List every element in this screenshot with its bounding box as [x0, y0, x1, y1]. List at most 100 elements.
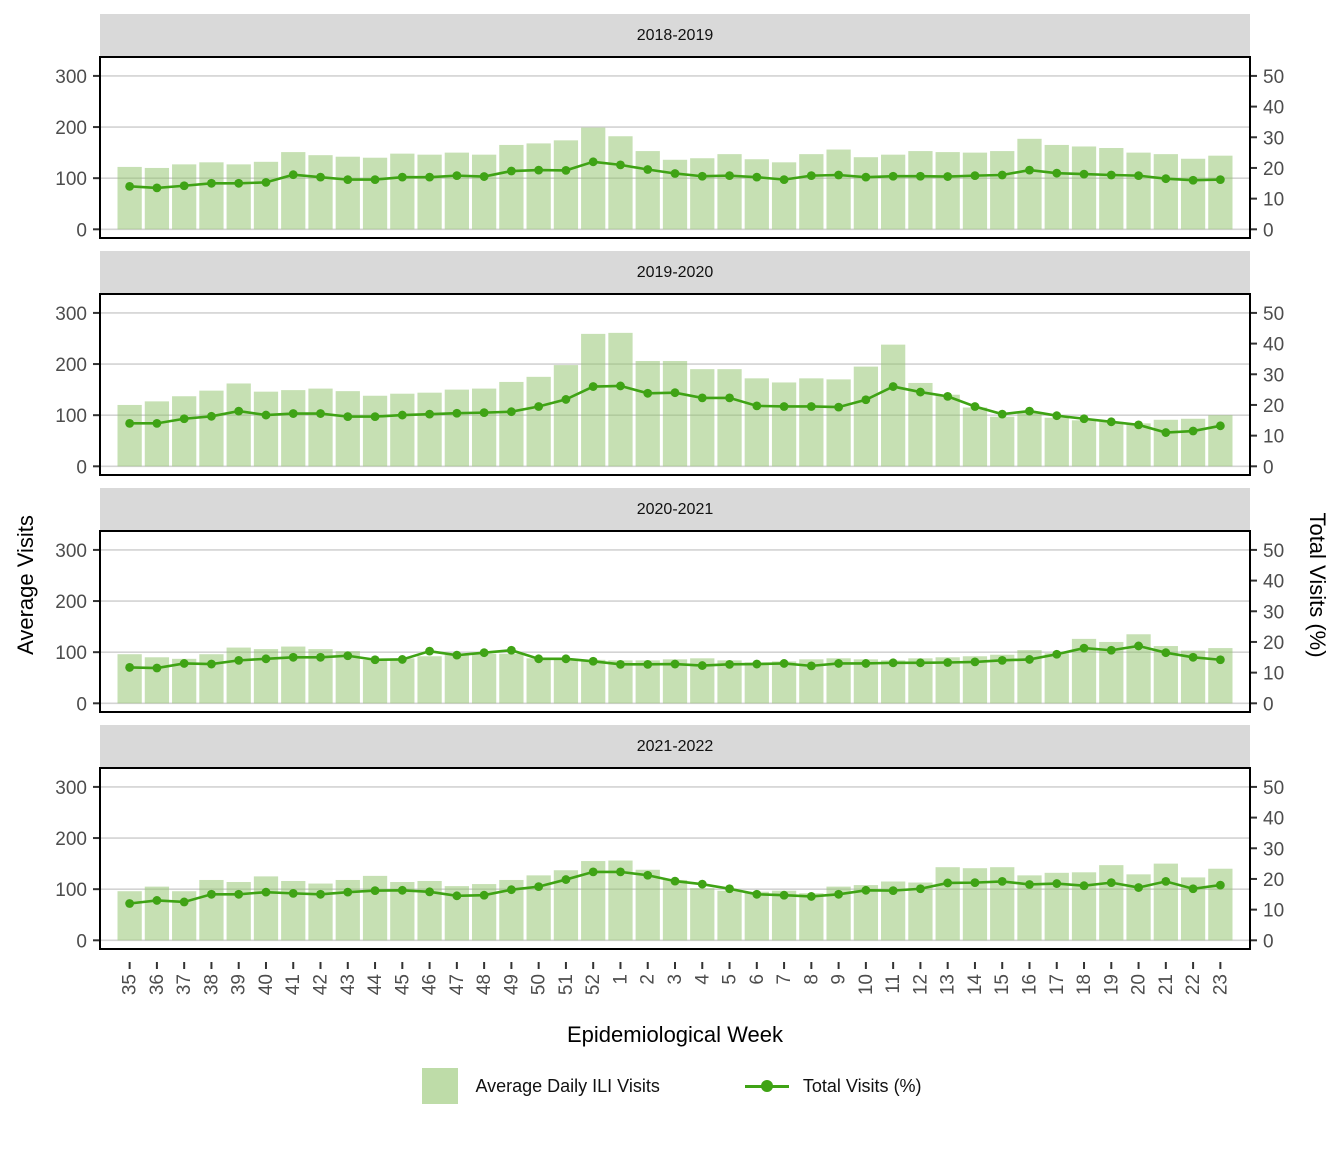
svg-text:300: 300 — [55, 67, 87, 88]
svg-text:200: 200 — [55, 592, 87, 613]
svg-text:10: 10 — [1263, 901, 1284, 922]
legend-line-label: Total Visits (%) — [802, 1075, 922, 1096]
svg-text:20: 20 — [1263, 870, 1284, 891]
svg-text:13: 13 — [938, 974, 959, 995]
svg-text:7: 7 — [774, 974, 795, 985]
right-axis-gutter — [1250, 14, 1344, 57]
bar-swatch-icon — [422, 1068, 459, 1104]
legend-item-line: Total Visits (%) — [744, 1075, 922, 1097]
svg-text:0: 0 — [76, 694, 87, 715]
svg-text:21: 21 — [1156, 974, 1177, 995]
left-axis-gutter — [0, 251, 100, 294]
svg-text:200: 200 — [55, 118, 87, 139]
svg-text:20: 20 — [1263, 159, 1284, 180]
svg-text:300: 300 — [55, 778, 87, 799]
right-axis-gutter — [1250, 251, 1344, 294]
svg-text:4: 4 — [692, 974, 713, 985]
svg-text:30: 30 — [1263, 602, 1284, 623]
facet-title: 2020-2021 — [636, 500, 714, 518]
x-axis-ticks-svg: 35 36 37 38 39 40 41 42 43 44 45 46 47 48 49 50 51 52 1 2 3 4… — [120, 962, 1231, 996]
svg-text:200: 200 — [55, 829, 87, 850]
panel-plot-area: 0 100 200 300 0 10 20 30 40 50 — [55, 293, 1284, 478]
svg-text:1: 1 — [610, 974, 631, 985]
svg-text:2: 2 — [638, 974, 659, 985]
svg-text:49: 49 — [501, 974, 522, 995]
svg-text:20: 20 — [1263, 396, 1284, 417]
left-axis-gutter — [0, 725, 100, 768]
svg-text:100: 100 — [55, 169, 87, 190]
facet-strip-label: 2018-2019 — [100, 14, 1250, 57]
facet-strip-label: 2020-2021 — [100, 488, 1250, 531]
facet-2018-2019: 2018-2019 0 100 200 300 0 10 20 30 40 50 — [0, 14, 1344, 241]
x-axis: 35 36 37 38 39 40 41 42 43 44 45 46 47 48 49 50 51 52 1 2 3 4… — [0, 962, 1344, 1020]
svg-text:46: 46 — [420, 974, 441, 995]
svg-text:0: 0 — [76, 457, 87, 478]
x-axis-title: Epidemiological Week — [566, 1022, 784, 1047]
svg-text:50: 50 — [529, 974, 550, 995]
svg-text:40: 40 — [1263, 335, 1284, 356]
svg-text:16: 16 — [1019, 974, 1040, 995]
svg-text:43: 43 — [338, 974, 359, 995]
panel-plot-svg: 0 100 200 300 0 10 20 30 40 50 — [55, 56, 1284, 241]
svg-text:0: 0 — [76, 220, 87, 241]
svg-text:0: 0 — [1263, 931, 1274, 952]
svg-text:35: 35 — [120, 974, 141, 995]
svg-text:18: 18 — [1074, 974, 1095, 995]
panel-plot-svg: 0 100 200 300 0 10 20 30 40 50 — [55, 530, 1284, 715]
facet-strip-label: 2019-2020 — [100, 251, 1250, 294]
facet-stack: 2018-2019 0 100 200 300 0 10 20 30 40 50 2019-202… — [0, 14, 1344, 1048]
svg-text:22: 22 — [1183, 974, 1204, 995]
svg-text:40: 40 — [1263, 572, 1284, 593]
svg-text:40: 40 — [1263, 809, 1284, 830]
panel-plot-svg: 0 100 200 300 0 10 20 30 40 50 — [55, 293, 1284, 478]
svg-text:40: 40 — [256, 974, 277, 995]
facet-title: 2019-2020 — [636, 263, 714, 281]
right-axis-gutter — [1250, 725, 1344, 768]
svg-text:11: 11 — [883, 974, 904, 994]
facet-2021-2022: 2021-2022 0 100 200 300 0 10 20 30 40 50 — [0, 725, 1344, 952]
svg-text:39: 39 — [229, 974, 250, 995]
svg-text:47: 47 — [447, 974, 468, 995]
svg-text:40: 40 — [1263, 98, 1284, 119]
svg-text:10: 10 — [1263, 190, 1284, 211]
facet-2020-2021: 2020-2021 0 100 200 300 0 10 20 30 40 50 — [0, 488, 1344, 715]
svg-text:36: 36 — [147, 974, 168, 995]
svg-text:52: 52 — [583, 974, 604, 995]
svg-text:20: 20 — [1263, 633, 1284, 654]
svg-text:30: 30 — [1263, 128, 1284, 149]
svg-text:12: 12 — [910, 974, 931, 995]
svg-text:0: 0 — [1263, 694, 1274, 715]
svg-text:10: 10 — [856, 974, 877, 995]
svg-text:10: 10 — [1263, 664, 1284, 685]
svg-text:100: 100 — [55, 643, 87, 664]
right-axis-title: Total Visits (%) — [1305, 512, 1330, 658]
svg-text:50: 50 — [1263, 67, 1284, 88]
left-axis-gutter — [0, 14, 100, 57]
svg-text:38: 38 — [201, 974, 222, 995]
svg-text:0: 0 — [1263, 220, 1274, 241]
svg-text:300: 300 — [55, 304, 87, 325]
svg-text:45: 45 — [392, 974, 413, 995]
facet-title: 2021-2022 — [636, 737, 714, 755]
svg-text:48: 48 — [474, 974, 495, 995]
panel-plot-area: 0 100 200 300 0 10 20 30 40 50 — [55, 767, 1284, 952]
panel-plot-area: 0 100 200 300 0 10 20 30 40 50 — [55, 530, 1284, 715]
svg-text:20: 20 — [1129, 974, 1150, 995]
panel-plot-area: 0 100 200 300 0 10 20 30 40 50 — [55, 56, 1284, 241]
svg-text:15: 15 — [992, 974, 1013, 995]
line-swatch-icon — [744, 1080, 789, 1092]
svg-text:3: 3 — [665, 974, 686, 985]
left-axis-title: Average Visits — [13, 515, 38, 655]
svg-text:9: 9 — [829, 974, 850, 985]
facet-title: 2018-2019 — [636, 26, 714, 44]
legend: Average Daily ILI Visits Total Visits (%… — [0, 1068, 1344, 1104]
panel-plot-svg: 0 100 200 300 0 10 20 30 40 50 — [55, 767, 1284, 952]
legend-item-bars: Average Daily ILI Visits — [422, 1068, 660, 1104]
svg-text:41: 41 — [283, 974, 304, 995]
svg-text:30: 30 — [1263, 839, 1284, 860]
legend-bar-label: Average Daily ILI Visits — [475, 1075, 660, 1096]
svg-text:300: 300 — [55, 541, 87, 562]
svg-text:10: 10 — [1263, 427, 1284, 448]
svg-text:14: 14 — [965, 974, 986, 996]
